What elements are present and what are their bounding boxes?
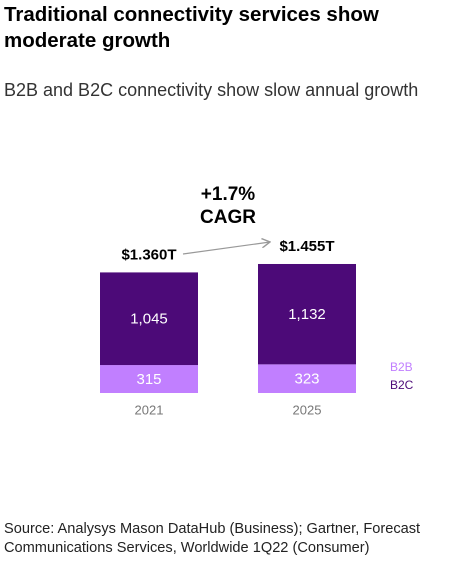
chart: +1.7% CAGR 315 1,045 $1.360T 2021 323 1,132 $1… [100, 184, 414, 417]
value-label: 1,132 [288, 306, 326, 323]
total-label: $1.360T [121, 246, 176, 263]
x-tick-label: 2025 [293, 402, 322, 417]
bar-segment [100, 272, 198, 366]
annotation: CAGR [200, 207, 256, 228]
bar-segment [258, 364, 356, 393]
value-label: 323 [294, 371, 319, 388]
value-label: 315 [136, 371, 161, 388]
x-tick-label: 2021 [135, 402, 164, 417]
bar-segment [100, 365, 198, 393]
legend-label: B2B [390, 360, 413, 374]
value-label: 1,045 [130, 311, 168, 328]
bar-segment [258, 263, 356, 365]
source: Source: Analysys Mason DataHub (Business… [4, 521, 421, 556]
chart-title: Traditional connectivity services show m… [4, 3, 379, 52]
chart-subtitle: B2B and B2C connectivity show slow annua… [4, 80, 419, 100]
annotation: +1.7% [201, 184, 256, 205]
total-label: $1.455T [279, 238, 334, 255]
cagr-arrow [182, 242, 270, 255]
legend-label: B2C [390, 378, 414, 392]
